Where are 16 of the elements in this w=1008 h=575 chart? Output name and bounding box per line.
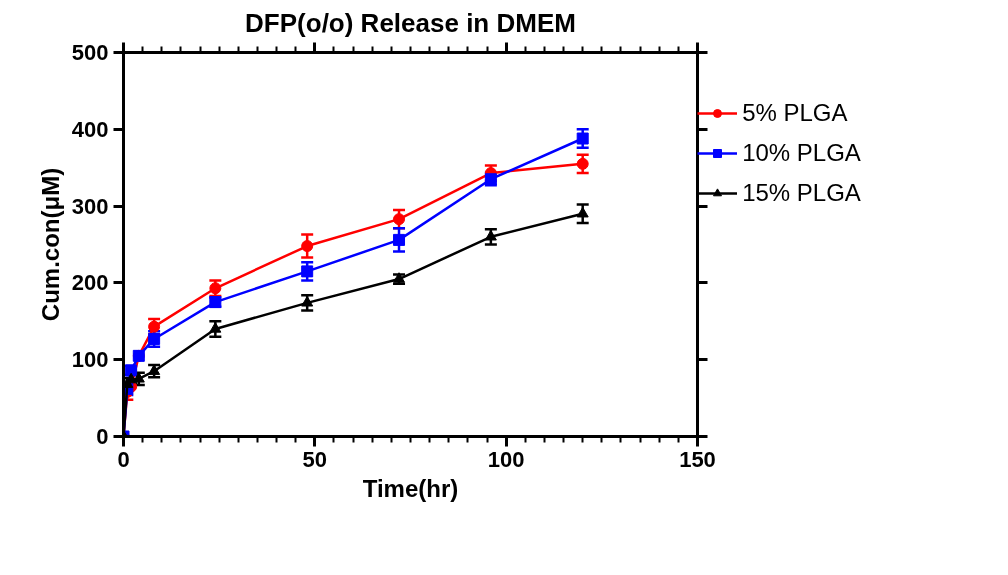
x-tick-label: 150 [679, 446, 716, 472]
y-tick-label: 300 [71, 193, 109, 219]
x-tick-label: 100 [487, 446, 525, 472]
chart-title: DFP(o/o) Release in DMEM [245, 7, 576, 38]
x-tick-label: 0 [117, 446, 130, 472]
legend-label: 15% PLGA [742, 179, 861, 207]
y-tick-label: 200 [71, 270, 109, 296]
y-axis-title: Cum.con(μM) [36, 167, 64, 322]
x-tick-label: 50 [302, 446, 328, 472]
y-tick-label: 400 [71, 116, 109, 142]
y-tick-label: 0 [96, 424, 109, 449]
x-axis-title: Time(hr) [362, 474, 459, 502]
y-tick-label: 500 [71, 40, 109, 65]
legend-label: 5% PLGA [742, 99, 848, 127]
y-tick-label: 100 [71, 347, 109, 373]
legend-label: 10% PLGA [742, 139, 861, 167]
